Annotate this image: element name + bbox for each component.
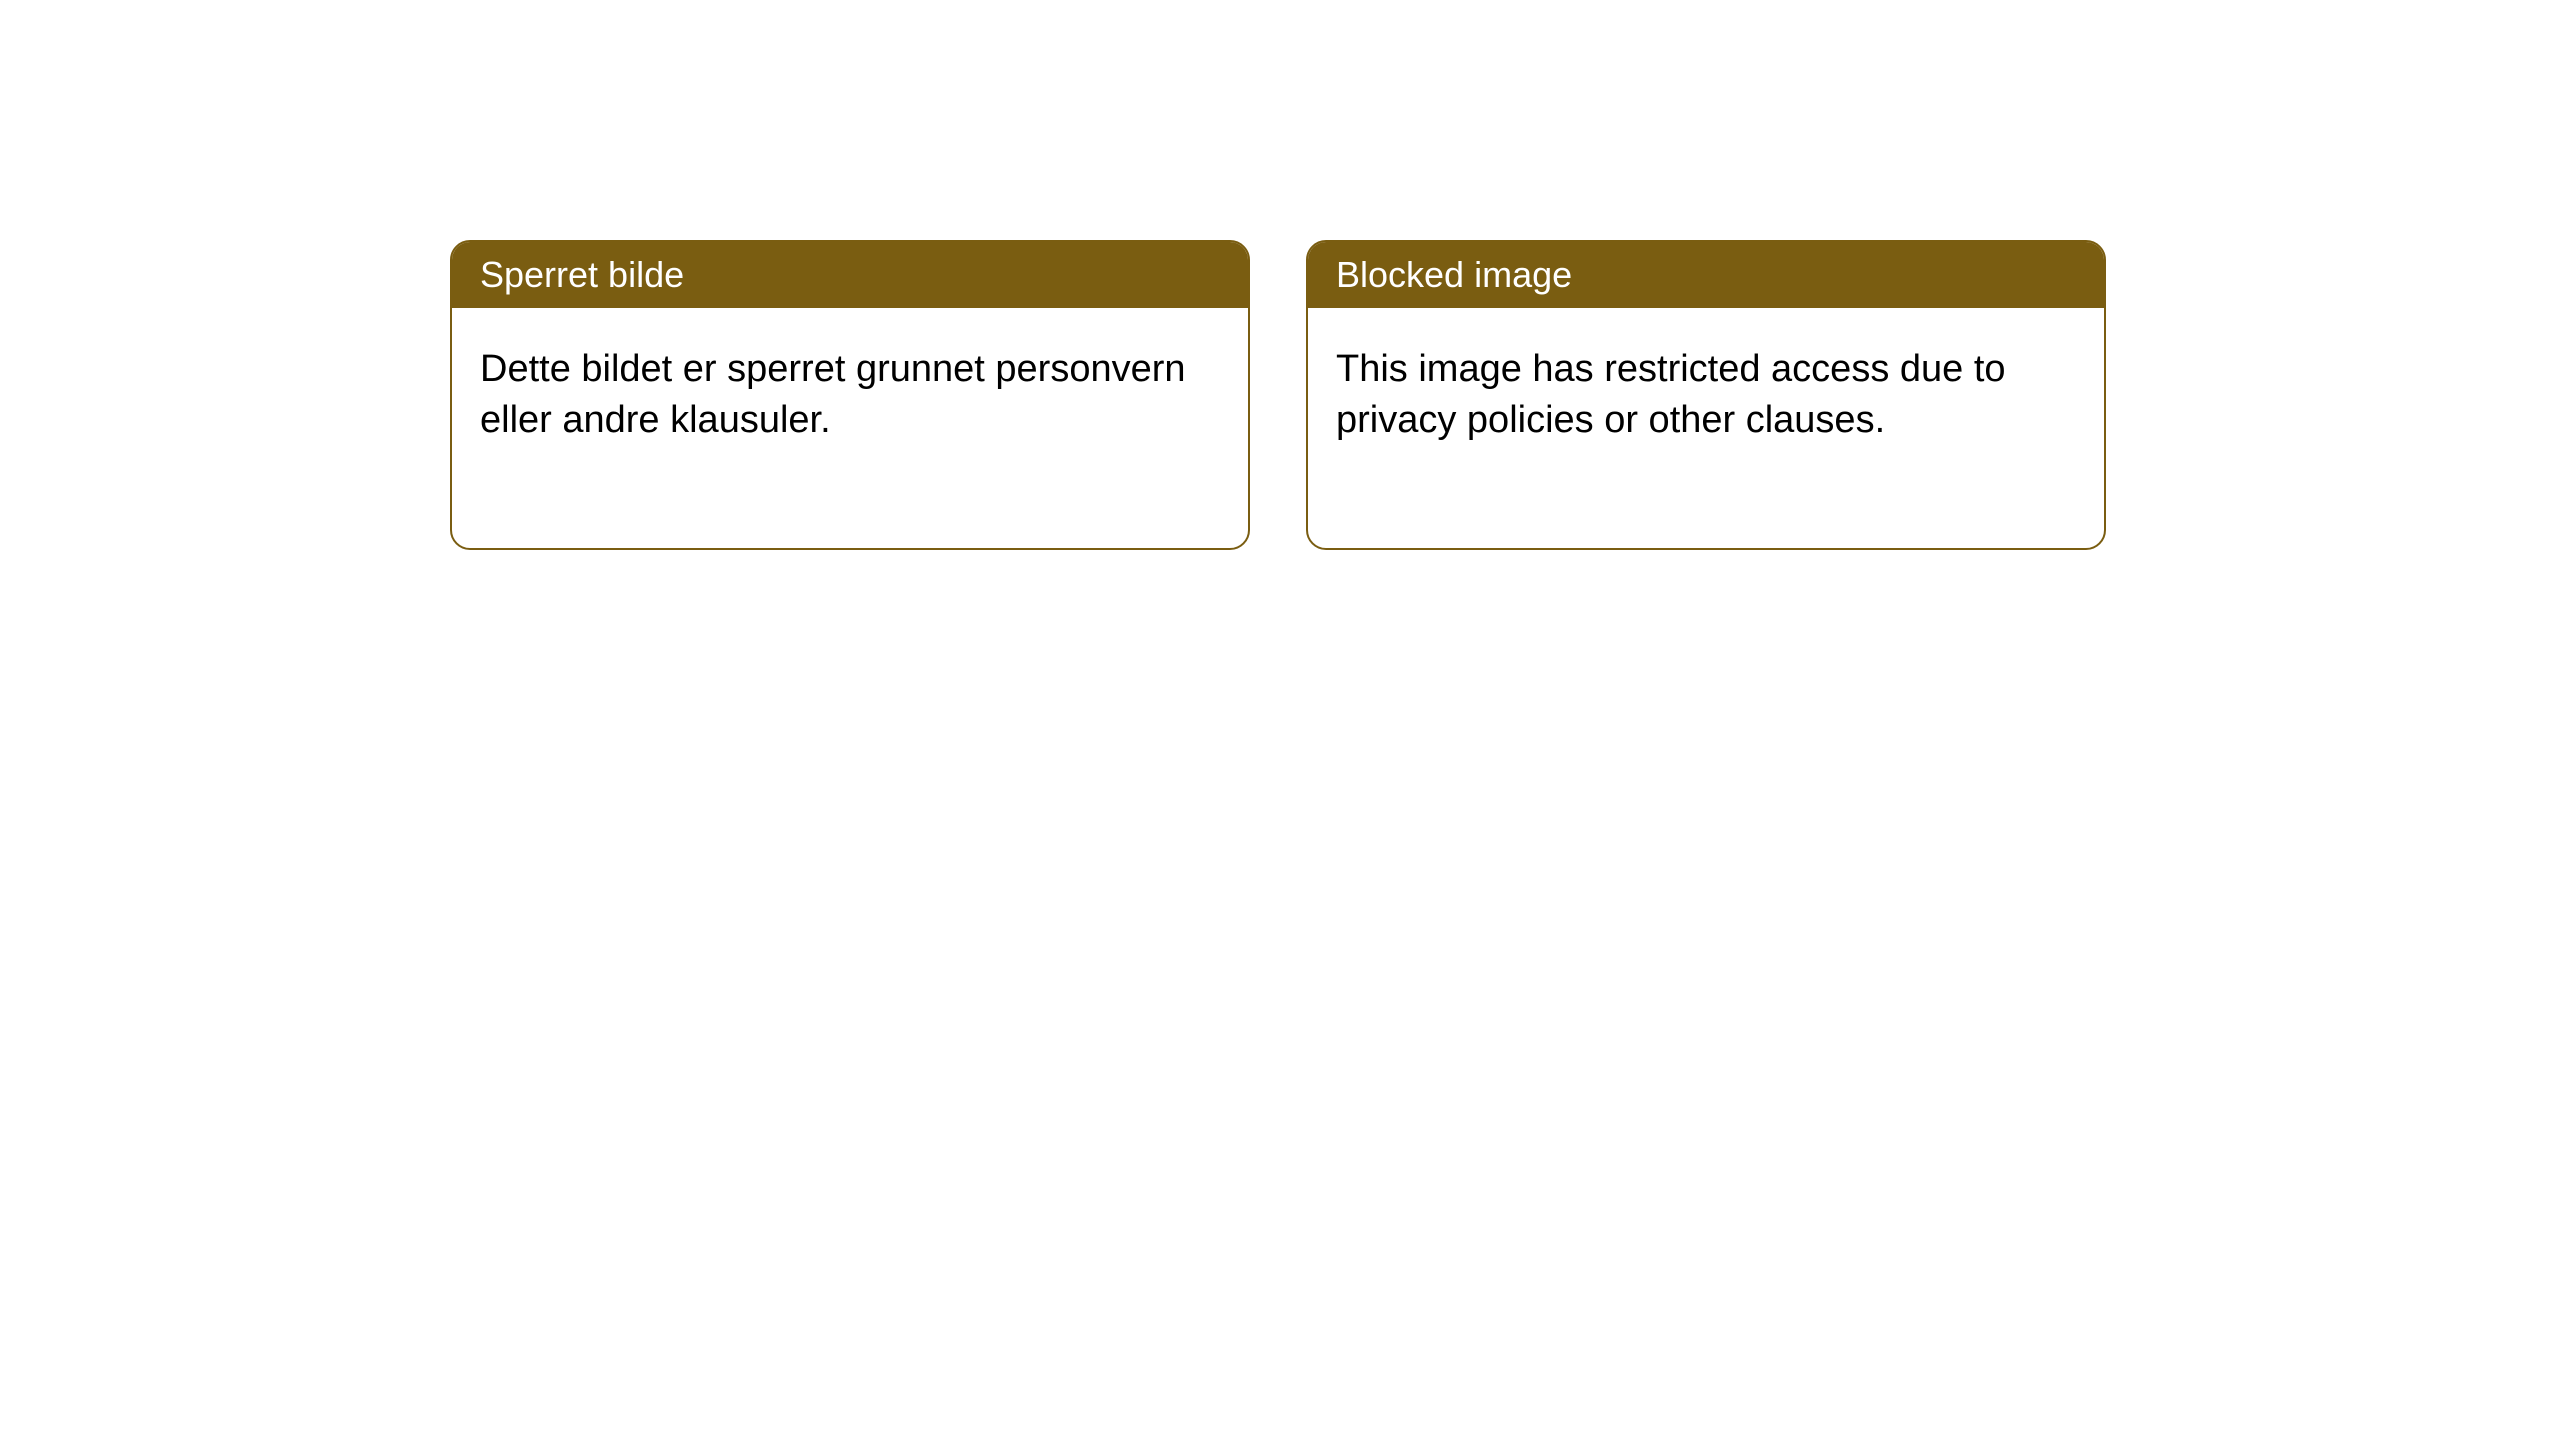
notice-card-english: Blocked image This image has restricted …: [1306, 240, 2106, 550]
notice-cards-container: Sperret bilde Dette bildet er sperret gr…: [450, 240, 2106, 550]
notice-body: This image has restricted access due to …: [1308, 308, 2104, 548]
notice-header: Sperret bilde: [452, 242, 1248, 308]
notice-header: Blocked image: [1308, 242, 2104, 308]
notice-card-norwegian: Sperret bilde Dette bildet er sperret gr…: [450, 240, 1250, 550]
notice-body: Dette bildet er sperret grunnet personve…: [452, 308, 1248, 548]
